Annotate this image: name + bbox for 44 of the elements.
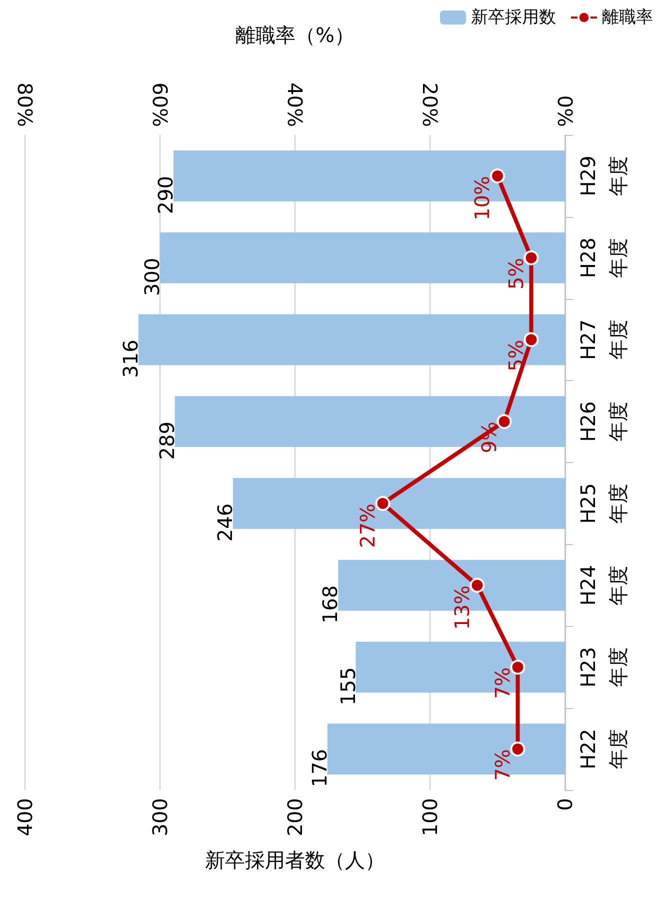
data-label: 176 — [307, 749, 332, 788]
data-label: 290 — [154, 176, 178, 214]
x-tick-label: 400 — [13, 798, 37, 836]
y-tick-label: H26 年度 — [576, 401, 630, 442]
data-label: 168 — [318, 585, 342, 624]
data-label: 246 — [212, 503, 237, 542]
y-tick-label: H27 年度 — [576, 319, 630, 360]
y-tick-label: H28 年度 — [576, 238, 630, 278]
x-tick-label: 100 — [418, 798, 442, 836]
data-label: 289 — [154, 422, 179, 460]
point — [510, 660, 526, 675]
x2-tick-label: 20% — [418, 82, 442, 127]
data-label: 5% — [504, 258, 528, 290]
x-tick-label: 200 — [283, 798, 307, 836]
data-label: 300 — [140, 258, 164, 296]
data-label: 7% — [490, 667, 514, 699]
data-label: 155 — [336, 667, 360, 706]
x2-tick-label: 0% — [553, 95, 577, 127]
x-tick-label: 0 — [553, 798, 577, 811]
x2-tick-label: 40% — [283, 82, 307, 127]
data-label: 27% — [355, 503, 380, 548]
data-label: 7% — [490, 749, 514, 781]
data-label: 13% — [450, 585, 474, 630]
y-tick-label: H25 年度 — [576, 483, 630, 524]
point — [510, 742, 526, 757]
point — [524, 332, 539, 348]
x2-tick-label: 80% — [13, 82, 37, 127]
legend-label: 新卒採用数 — [471, 8, 556, 28]
point — [375, 496, 390, 511]
y-tick-label: H24 年度 — [576, 565, 630, 606]
x-axis-title: 新卒採用者数（人） — [205, 848, 385, 872]
point — [490, 168, 505, 184]
x-tick-label: 300 — [148, 798, 172, 836]
point — [470, 578, 485, 593]
point — [524, 250, 539, 266]
data-label: 316 — [118, 340, 142, 378]
y-tick-label: H22 年度 — [576, 728, 630, 770]
x2-axis-title: 離職率（%） — [235, 23, 355, 47]
x2-tick-label: 60% — [148, 82, 172, 127]
data-label: 10% — [470, 176, 494, 220]
point — [496, 414, 512, 430]
y-tick-label: H29 年度 — [576, 156, 630, 196]
legend-label: 離職率 — [602, 8, 653, 28]
y-tick-label: H23 年度 — [576, 646, 630, 688]
